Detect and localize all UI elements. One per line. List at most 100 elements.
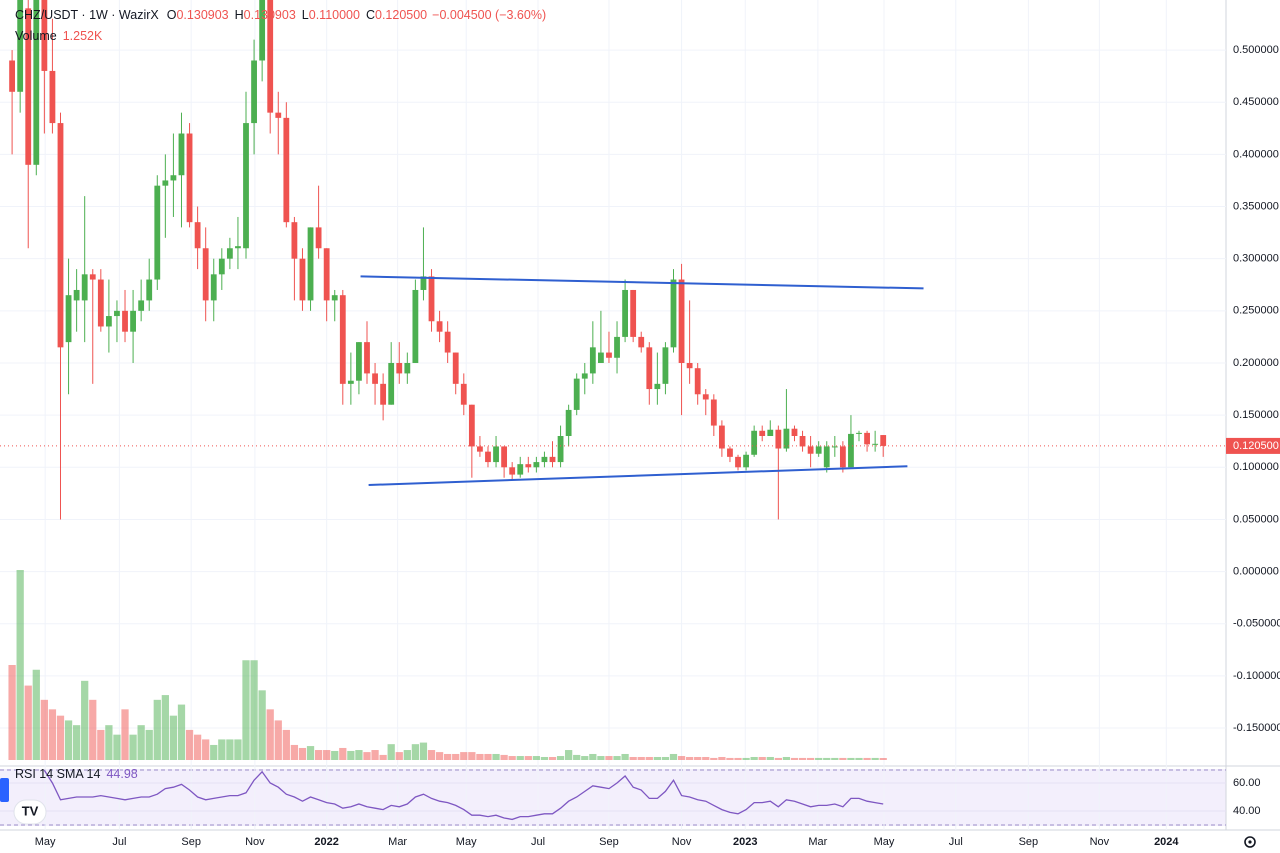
rsi-legend: RSI 14 SMA 14 44.98 bbox=[15, 767, 138, 781]
volume-bar bbox=[790, 757, 799, 760]
candle-body bbox=[791, 428, 798, 436]
candle-body bbox=[97, 279, 104, 327]
volume-bar bbox=[113, 734, 121, 760]
candle-body bbox=[105, 316, 112, 327]
volume-bar bbox=[831, 757, 839, 760]
volume-bar bbox=[452, 753, 460, 760]
volume-bar bbox=[637, 756, 645, 760]
candle-body bbox=[541, 456, 548, 463]
candle-body bbox=[364, 342, 370, 374]
volume-bar bbox=[185, 729, 194, 760]
volume-bar bbox=[524, 756, 532, 760]
candle-body bbox=[194, 222, 201, 249]
price-tag-label: 0.120500 bbox=[1233, 440, 1279, 452]
volume-bar bbox=[105, 725, 113, 760]
rsi-band bbox=[0, 769, 1226, 826]
volume-bar bbox=[24, 685, 32, 760]
ohlc-label: L bbox=[302, 8, 309, 22]
candle-body bbox=[114, 310, 120, 317]
x-tick-label: Jul bbox=[531, 836, 545, 848]
volume-bar bbox=[282, 729, 290, 760]
volume-bar bbox=[710, 757, 718, 760]
ohlc-value: 0.120500 bbox=[375, 8, 427, 22]
candle-body bbox=[226, 248, 233, 259]
volume-bar bbox=[234, 739, 242, 760]
x-tick-label: 2024 bbox=[1154, 836, 1179, 848]
volume-bar bbox=[290, 744, 299, 760]
rsi-line bbox=[43, 770, 884, 821]
candle-body bbox=[73, 289, 80, 301]
x-tick-label: Nov bbox=[672, 836, 692, 848]
candle-body bbox=[460, 383, 467, 405]
candle-body bbox=[848, 433, 854, 468]
candle-body bbox=[662, 347, 669, 384]
volume-bar bbox=[605, 756, 613, 760]
volume-bar bbox=[798, 757, 807, 760]
candle-body bbox=[331, 295, 338, 301]
ohlc-value: 0.110000 bbox=[309, 8, 360, 22]
candle-body bbox=[33, 0, 40, 165]
candle-body bbox=[428, 276, 435, 322]
candle-body bbox=[17, 0, 24, 92]
candle-body bbox=[606, 352, 612, 358]
y-tick-label: -0.150000 bbox=[1233, 722, 1280, 734]
trendline bbox=[360, 275, 924, 290]
candle-body bbox=[291, 222, 298, 259]
volume-bar bbox=[121, 709, 129, 760]
y-tick-label: 0.350000 bbox=[1233, 200, 1279, 212]
candle-body bbox=[589, 347, 596, 374]
candle-body bbox=[452, 352, 459, 384]
candle-body bbox=[557, 436, 564, 463]
candle-body bbox=[468, 404, 475, 447]
candle-body bbox=[323, 248, 330, 301]
volume-bar bbox=[427, 750, 436, 760]
volume-bar bbox=[508, 756, 516, 760]
volume-bar bbox=[403, 750, 411, 760]
candle-body bbox=[799, 436, 806, 447]
candle-body bbox=[347, 380, 354, 384]
y-tick-label: 0.000000 bbox=[1233, 566, 1279, 578]
candle-body bbox=[831, 446, 838, 448]
volume-bar bbox=[734, 757, 742, 760]
trendline bbox=[368, 465, 908, 487]
volume-bar bbox=[64, 720, 73, 760]
candle-body bbox=[880, 435, 887, 446]
volume-bar bbox=[387, 744, 395, 760]
x-tick-label: Nov bbox=[245, 836, 265, 848]
volume-bar bbox=[815, 757, 823, 760]
volume-bar bbox=[40, 699, 48, 760]
x-tick-label: Jul bbox=[112, 836, 126, 848]
volume-bar bbox=[258, 690, 266, 760]
volume-bar bbox=[726, 757, 734, 760]
candle-body bbox=[525, 464, 532, 468]
volume-bar bbox=[581, 756, 589, 760]
volume-bar bbox=[32, 669, 40, 760]
volume-bar bbox=[202, 739, 210, 760]
volume-bar bbox=[419, 742, 428, 760]
volume-bar bbox=[266, 709, 274, 760]
volume-bar bbox=[839, 757, 847, 760]
candle-body bbox=[218, 258, 225, 275]
volume-bar bbox=[806, 757, 815, 760]
volume-bar bbox=[298, 747, 307, 760]
candle-body bbox=[646, 347, 653, 390]
y-tick-label: 0.100000 bbox=[1233, 461, 1279, 473]
side-tab[interactable] bbox=[0, 778, 9, 802]
candle-body bbox=[630, 289, 637, 337]
x-tick-label: Jul bbox=[949, 836, 963, 848]
volume-bar bbox=[363, 752, 371, 760]
candle-body bbox=[9, 60, 16, 92]
volume-bar bbox=[669, 753, 678, 760]
candle-body bbox=[533, 462, 540, 468]
candle-body bbox=[299, 258, 306, 301]
candle-body bbox=[444, 331, 451, 353]
rsi-tick-label: 40.00 bbox=[1233, 805, 1261, 817]
volume-bar bbox=[379, 754, 387, 760]
candle-body bbox=[702, 394, 709, 400]
settings-button[interactable] bbox=[1244, 836, 1256, 848]
volume-bar bbox=[435, 752, 444, 760]
ohlc-label: O bbox=[167, 8, 177, 22]
ohlc-value: 0.130903 bbox=[244, 8, 296, 22]
candle-body bbox=[243, 123, 249, 249]
candle-body bbox=[380, 383, 387, 405]
